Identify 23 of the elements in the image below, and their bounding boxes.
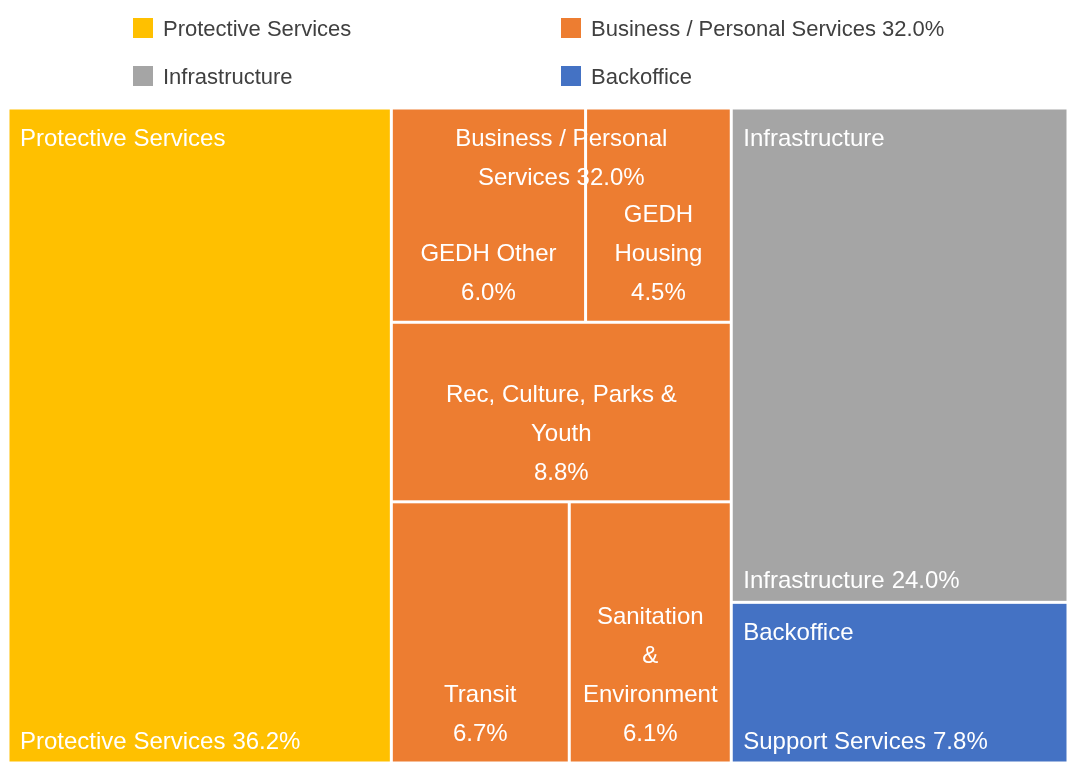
category-label: Protective Services bbox=[20, 727, 226, 754]
data-label: 24.0% bbox=[891, 566, 960, 594]
category-label: Sanitation & Environment bbox=[582, 602, 718, 707]
legend-label: Infrastructure bbox=[163, 64, 293, 89]
data-label: 4.5% bbox=[631, 278, 686, 306]
category-label: Rec, Culture, Parks & Youth bbox=[445, 379, 677, 446]
legend-label: Protective Services bbox=[163, 16, 352, 41]
legend-label: Business / Personal Services 32.0% bbox=[591, 16, 945, 41]
category-label: Transit bbox=[444, 680, 517, 707]
data-label: 6.0% bbox=[461, 278, 516, 306]
category-label: GEDH Other bbox=[420, 239, 557, 267]
data-label: 6.1% bbox=[622, 719, 678, 746]
text: Backoffice bbox=[743, 618, 854, 646]
text: Protective Services bbox=[20, 124, 226, 151]
data-label: 6.7% bbox=[452, 719, 508, 746]
category-label: GEDH Housing bbox=[614, 200, 703, 267]
text: Infrastructure bbox=[743, 124, 885, 151]
category-label: Infrastructure bbox=[743, 566, 885, 594]
legend-label: Backoffice bbox=[591, 64, 693, 89]
data-label: 8.8% bbox=[533, 457, 589, 485]
data-label: 7.8% bbox=[933, 727, 988, 754]
category-label: Support Services bbox=[743, 727, 927, 754]
data-label: 36.2% bbox=[232, 727, 301, 754]
